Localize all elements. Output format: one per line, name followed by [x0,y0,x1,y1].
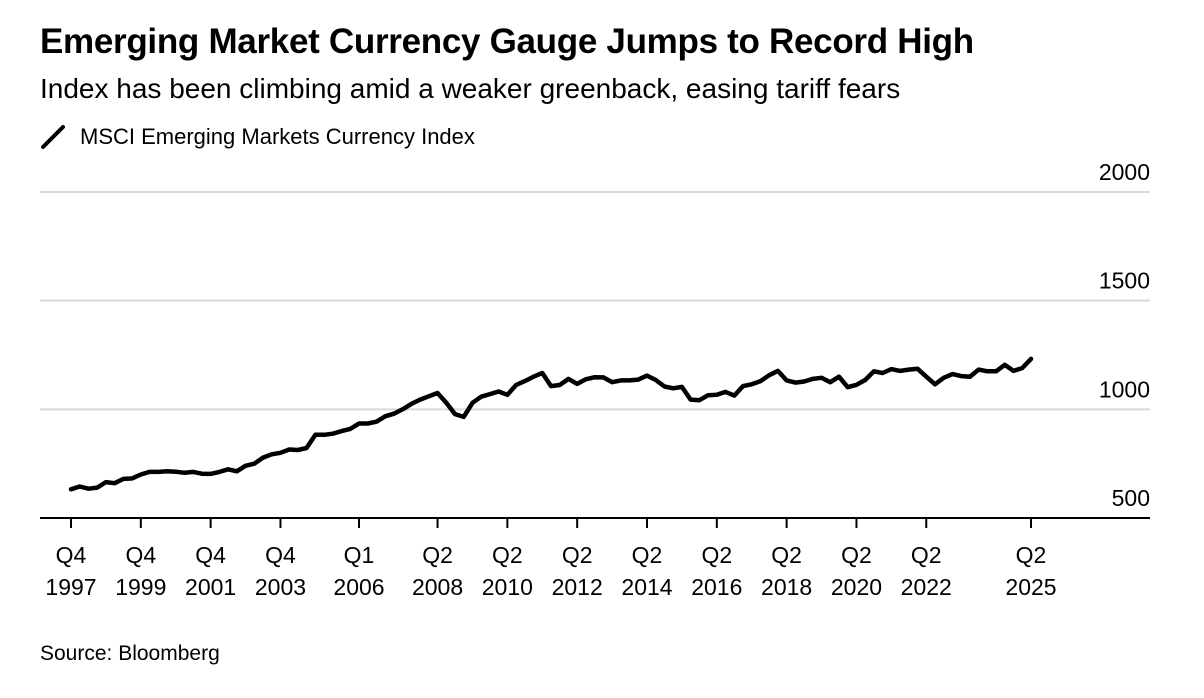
grid-layer: 500 1000 1500 2000 [40,159,1150,511]
chart-subtitle: Index has been climbing amid a weaker gr… [40,73,901,104]
x-tick-label-quarter: Q4 [195,542,226,568]
x-axis: Q4 1997 Q4 1999 Q4 2001 Q4 2003 Q1 2006 Q2 2008 Q2 20… [40,517,1150,600]
chart-legend: MSCI Emerging Markets Currency Index [40,122,475,152]
x-tick-label-quarter: Q2 [701,542,732,568]
x-tick-label-year: 2012 [552,574,603,600]
x-tick-label-year: 2016 [691,574,742,600]
series-line-msci-em-currency-index [68,356,1034,492]
series-layer [68,356,1034,492]
x-tick-label-quarter: Q2 [841,542,872,568]
x-tick-label-year: 2006 [333,574,384,600]
y-tick-label: 1500 [1099,268,1150,294]
chart-title: Emerging Market Currency Gauge Jumps to … [40,22,974,61]
y-tick-label: 500 [1112,485,1150,511]
legend-entry-label: MSCI Emerging Markets Currency Index [80,124,475,149]
x-tick-label-year: 2025 [1005,574,1056,600]
x-tick-label-quarter: Q2 [1016,542,1047,568]
x-tick-label-year: 2014 [621,574,672,600]
x-tick-label-quarter: Q2 [911,542,942,568]
x-tick-label-year: 2018 [761,574,812,600]
x-tick-label-year: 2003 [255,574,306,600]
x-tick-label-quarter: Q2 [562,542,593,568]
x-tick-label-year: 2001 [185,574,236,600]
y-tick-label: 2000 [1099,159,1150,185]
x-tick-label-quarter: Q4 [56,542,87,568]
x-tick-label-quarter: Q2 [422,542,453,568]
source-note: Source: Bloomberg [40,642,220,665]
x-tick-label-year: 2022 [901,574,952,600]
x-tick-label-quarter: Q2 [771,542,802,568]
legend-line-swatch-icon [41,125,65,149]
x-tick-label-year: 2008 [412,574,463,600]
x-tick-label-quarter: Q2 [632,542,663,568]
x-tick-label-quarter: Q2 [492,542,523,568]
x-tick-label-year: 1997 [45,574,96,600]
x-tick-label-year: 2010 [482,574,533,600]
x-tick-label-year: 1999 [115,574,166,600]
x-tick-label-year: 2020 [831,574,882,600]
y-tick-label: 1000 [1099,376,1150,402]
x-tick-label-quarter: Q4 [125,542,156,568]
x-tick-label-quarter: Q1 [344,542,375,568]
x-tick-label-quarter: Q4 [265,542,296,568]
